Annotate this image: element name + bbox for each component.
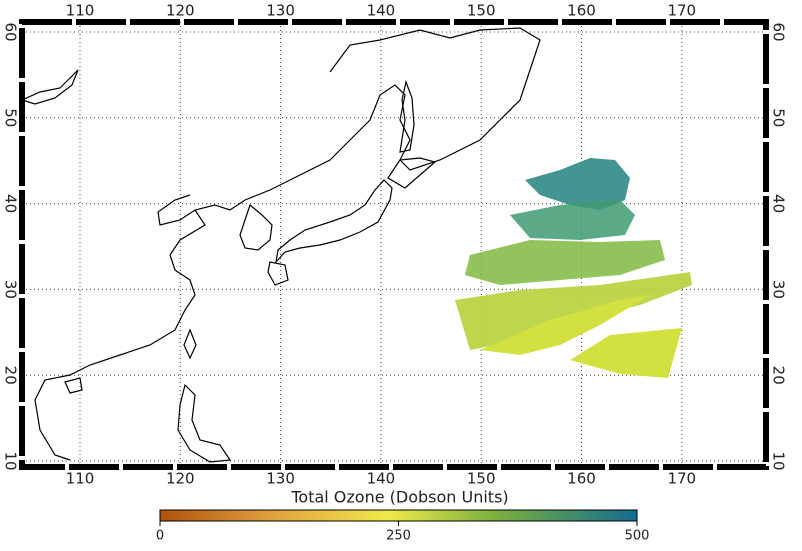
coastline [275, 179, 393, 264]
ozone-patch [480, 295, 650, 355]
lat-label: 10 [770, 451, 788, 470]
coastline [267, 261, 289, 286]
lon-label: 140 [367, 2, 396, 20]
coastline [22, 69, 79, 105]
lon-label: 170 [667, 470, 696, 488]
colorbar-title: Total Ozone (Dobson Units) [290, 488, 508, 507]
lat-label: 20 [770, 366, 788, 385]
colorbar [159, 509, 638, 522]
lat-label: 40 [770, 194, 788, 213]
coastline [399, 79, 415, 153]
ozone-patch [510, 200, 635, 240]
lon-label: 170 [667, 2, 696, 20]
lat-label: 40 [2, 194, 20, 213]
lon-label: 140 [367, 470, 396, 488]
ozone-patch [465, 240, 665, 285]
lat-label: 30 [2, 280, 20, 299]
coastline [239, 203, 273, 251]
lon-label: 130 [266, 2, 295, 20]
lon-label: 120 [166, 470, 195, 488]
lon-label: 150 [467, 470, 496, 488]
lon-label: 160 [567, 2, 596, 20]
colorbar-label: 250 [386, 529, 411, 544]
ozone-swath [455, 158, 692, 378]
lon-label: 120 [166, 2, 195, 20]
coastline [157, 27, 541, 226]
colorbar-label: 500 [625, 529, 650, 544]
lon-label: 150 [467, 2, 496, 20]
lon-label: 110 [66, 470, 95, 488]
coastline [177, 383, 232, 463]
coastline [64, 377, 83, 394]
axis-labels: 110 110 120 120 130 130 140 140 150 150 160 160 170 1… [2, 2, 788, 488]
coastline [183, 328, 197, 360]
ozone-patch [455, 272, 692, 350]
colorbar-labels: 0 250 500 [156, 521, 650, 544]
lon-label: 110 [66, 2, 95, 20]
coastline [387, 157, 437, 189]
lat-label: 60 [2, 22, 20, 41]
lat-label: 60 [770, 22, 788, 41]
lat-label: 10 [2, 451, 20, 470]
ozone-patch [525, 158, 630, 210]
lon-label: 160 [567, 470, 596, 488]
lat-label: 50 [770, 108, 788, 127]
lat-label: 30 [770, 280, 788, 299]
colorbar-label: 0 [156, 529, 164, 544]
coastlines [22, 27, 541, 463]
lat-label: 50 [2, 108, 20, 127]
ozone-patch [570, 328, 682, 378]
graticule [22, 22, 766, 467]
lon-label: 130 [266, 470, 295, 488]
coastline [34, 209, 206, 461]
lat-label: 20 [2, 366, 20, 385]
map-frame [19, 19, 769, 470]
